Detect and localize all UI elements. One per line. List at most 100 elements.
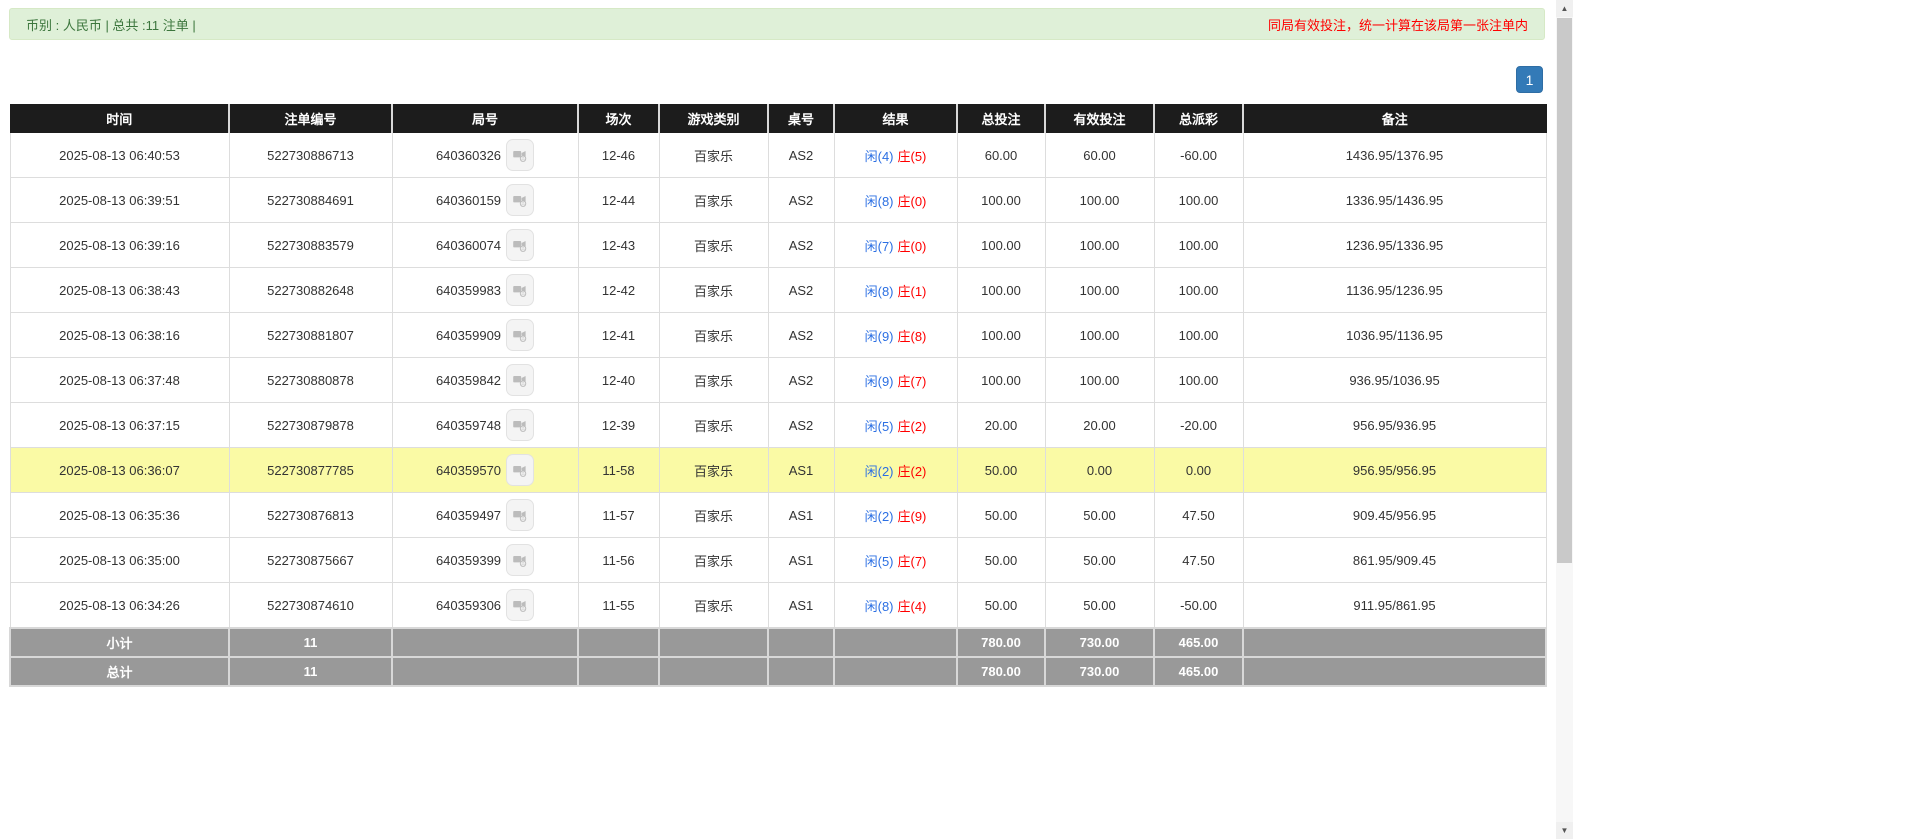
vertical-scrollbar[interactable]: ▲ ▼	[1556, 0, 1573, 839]
video-replay-button[interactable]	[506, 544, 535, 576]
video-replay-button[interactable]	[506, 229, 535, 261]
bet-id-cell: 522730874610	[228, 582, 393, 629]
bet-id-cell: 522730884691	[228, 177, 393, 223]
video-camera-icon	[513, 376, 527, 387]
total-bet-link[interactable]: 100.00	[956, 267, 1046, 313]
time-cell: 2025-08-13 06:35:00	[9, 537, 230, 583]
summary-remark-cell	[1242, 656, 1547, 687]
total-bet-link[interactable]: 50.00	[956, 492, 1046, 538]
video-camera-icon	[513, 556, 527, 567]
result-banker-value: 庄(0)	[897, 193, 927, 209]
bet-id-cell: 522730886713	[228, 132, 393, 178]
video-replay-button[interactable]	[506, 589, 535, 621]
video-replay-button[interactable]	[506, 364, 535, 396]
session-cell: 11-56	[577, 537, 660, 583]
table-no-cell: AS2	[767, 132, 835, 178]
total-payout-cell: 100.00	[1153, 267, 1244, 313]
total-bet-link[interactable]: 60.00	[956, 132, 1046, 178]
summary-total-bet-cell: 780.00	[956, 656, 1046, 687]
result-banker-value: 庄(1)	[897, 283, 927, 299]
round-no-text: 640359399	[435, 552, 502, 568]
time-cell: 2025-08-13 06:39:16	[9, 222, 230, 268]
summary-label-cell: 总计	[9, 656, 230, 687]
scrollbar-down-arrow-icon[interactable]: ▼	[1556, 822, 1573, 839]
table-row: 2025-08-13 06:40:53 522730886713 6403603…	[9, 132, 1547, 178]
result-player-value: 闲(8)	[864, 193, 894, 209]
video-replay-button[interactable]	[506, 499, 535, 531]
time-cell: 2025-08-13 06:39:51	[9, 177, 230, 223]
video-camera-icon	[513, 601, 527, 612]
result-cell: 闲(4) 庄(5)	[833, 132, 958, 178]
column-header-table-no: 桌号	[767, 104, 835, 133]
time-cell: 2025-08-13 06:38:43	[9, 267, 230, 313]
session-cell: 11-57	[577, 492, 660, 538]
bet-id-cell: 522730876813	[228, 492, 393, 538]
remark-cell: 909.45/956.95	[1242, 492, 1547, 538]
remark-cell: 936.95/1036.95	[1242, 357, 1547, 403]
round-no-text: 640360074	[435, 237, 502, 253]
summary-label-cell: 小计	[9, 627, 230, 658]
video-replay-button[interactable]	[506, 319, 535, 351]
total-bet-link[interactable]: 100.00	[956, 177, 1046, 223]
valid-bet-cell: 0.00	[1044, 447, 1155, 493]
video-replay-button[interactable]	[506, 274, 535, 306]
game-type-cell: 百家乐	[658, 402, 769, 448]
total-payout-cell: -20.00	[1153, 402, 1244, 448]
round-no-cell: 640359842	[391, 357, 579, 403]
valid-bet-cell: 100.00	[1044, 177, 1155, 223]
table-row: 2025-08-13 06:34:26 522730874610 6403593…	[9, 582, 1547, 629]
session-cell: 12-41	[577, 312, 660, 358]
session-cell: 11-58	[577, 447, 660, 493]
column-header-session: 场次	[577, 104, 660, 133]
table-row: 2025-08-13 06:35:36 522730876813 6403594…	[9, 492, 1547, 538]
scrollbar-up-arrow-icon[interactable]: ▲	[1556, 0, 1573, 17]
total-bet-link[interactable]: 100.00	[956, 357, 1046, 403]
result-cell: 闲(9) 庄(8)	[833, 312, 958, 358]
result-player-value: 闲(9)	[864, 328, 894, 344]
currency-summary-text: 币别 : 人民币 | 总共 :11 注单 |	[26, 17, 196, 33]
session-cell: 12-39	[577, 402, 660, 448]
video-replay-button[interactable]	[506, 139, 535, 171]
valid-bet-cell: 50.00	[1044, 492, 1155, 538]
result-player-value: 闲(9)	[864, 373, 894, 389]
total-bet-link[interactable]: 100.00	[956, 312, 1046, 358]
pagination-page-1-button[interactable]: 1	[1516, 66, 1543, 93]
video-camera-icon	[513, 241, 527, 252]
valid-bet-cell: 50.00	[1044, 537, 1155, 583]
table-row: 2025-08-13 06:36:07 522730877785 6403595…	[9, 447, 1547, 493]
table-no-cell: AS1	[767, 582, 835, 629]
total-bet-link[interactable]: 20.00	[956, 402, 1046, 448]
scrollbar-thumb[interactable]	[1557, 18, 1572, 563]
valid-bet-cell: 100.00	[1044, 357, 1155, 403]
total-payout-cell: 100.00	[1153, 357, 1244, 403]
total-bet-link[interactable]: 50.00	[956, 582, 1046, 629]
table-row: 2025-08-13 06:38:43 522730882648 6403599…	[9, 267, 1547, 313]
round-no-cell: 640360326	[391, 132, 579, 178]
video-camera-icon	[513, 196, 527, 207]
column-header-time: 时间	[9, 104, 230, 133]
result-cell: 闲(9) 庄(7)	[833, 357, 958, 403]
round-no-text: 640360326	[435, 147, 502, 163]
summary-count-cell: 11	[228, 627, 393, 658]
result-player-value: 闲(8)	[864, 598, 894, 614]
table-row: 2025-08-13 06:38:16 522730881807 6403599…	[9, 312, 1547, 358]
valid-bet-cell: 20.00	[1044, 402, 1155, 448]
video-replay-button[interactable]	[506, 409, 535, 441]
table-no-cell: AS2	[767, 222, 835, 268]
result-player-value: 闲(5)	[864, 553, 894, 569]
total-bet-link[interactable]: 50.00	[956, 537, 1046, 583]
total-bet-link[interactable]: 50.00	[956, 447, 1046, 493]
summary-valid-bet-cell: 730.00	[1044, 627, 1155, 658]
summary-row: 小计 11 780.00 730.00 465.00	[9, 627, 1547, 658]
round-no-cell: 640359570	[391, 447, 579, 493]
game-type-cell: 百家乐	[658, 222, 769, 268]
remark-cell: 1336.95/1436.95	[1242, 177, 1547, 223]
total-bet-link[interactable]: 100.00	[956, 222, 1046, 268]
column-header-game-type: 游戏类别	[658, 104, 769, 133]
result-banker-value: 庄(5)	[897, 148, 927, 164]
video-replay-button[interactable]	[506, 454, 535, 486]
video-replay-button[interactable]	[506, 184, 535, 216]
result-cell: 闲(8) 庄(4)	[833, 582, 958, 629]
table-no-cell: AS2	[767, 312, 835, 358]
video-camera-icon	[513, 286, 527, 297]
